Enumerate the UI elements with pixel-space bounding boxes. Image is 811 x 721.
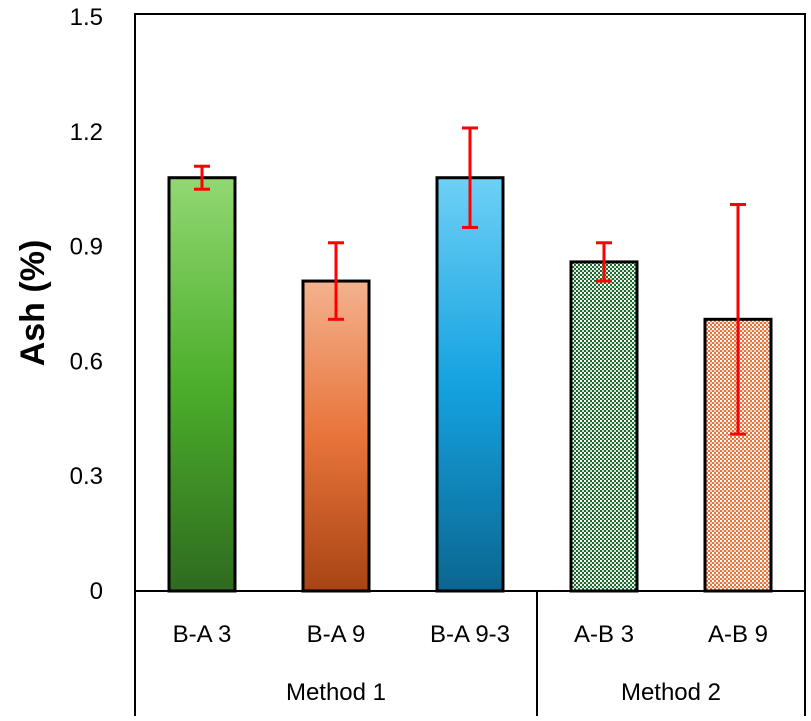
error-bar bbox=[730, 203, 746, 436]
error-bar bbox=[328, 241, 344, 321]
y-tick-label: 0.6 bbox=[70, 348, 103, 375]
x-category-label: A-B 3 bbox=[574, 621, 634, 648]
bar-a-b-3 bbox=[569, 260, 639, 593]
x-group-label: Method 2 bbox=[621, 679, 721, 706]
x-group-label: Method 1 bbox=[286, 679, 386, 706]
y-tick-label: 0.9 bbox=[70, 234, 103, 261]
y-tick-label: 1.2 bbox=[70, 119, 103, 146]
y-tick-label: 1.5 bbox=[70, 4, 103, 31]
x-category-label: A-B 9 bbox=[708, 621, 768, 648]
y-axis-label: Ash (%) bbox=[14, 240, 52, 367]
x-category-label: B-A 9-3 bbox=[430, 621, 510, 648]
bar-b-a-9 bbox=[301, 279, 371, 593]
y-tick-label: 0.3 bbox=[70, 463, 103, 490]
error-bar bbox=[194, 164, 210, 191]
x-category-label: B-A 3 bbox=[173, 621, 232, 648]
error-bar bbox=[462, 126, 478, 229]
y-tick-label: 0 bbox=[90, 578, 103, 605]
error-bar bbox=[596, 241, 612, 283]
x-category-label: B-A 9 bbox=[307, 621, 366, 648]
bar-b-a-9-3 bbox=[435, 176, 505, 593]
bar-b-a-3 bbox=[167, 176, 237, 593]
